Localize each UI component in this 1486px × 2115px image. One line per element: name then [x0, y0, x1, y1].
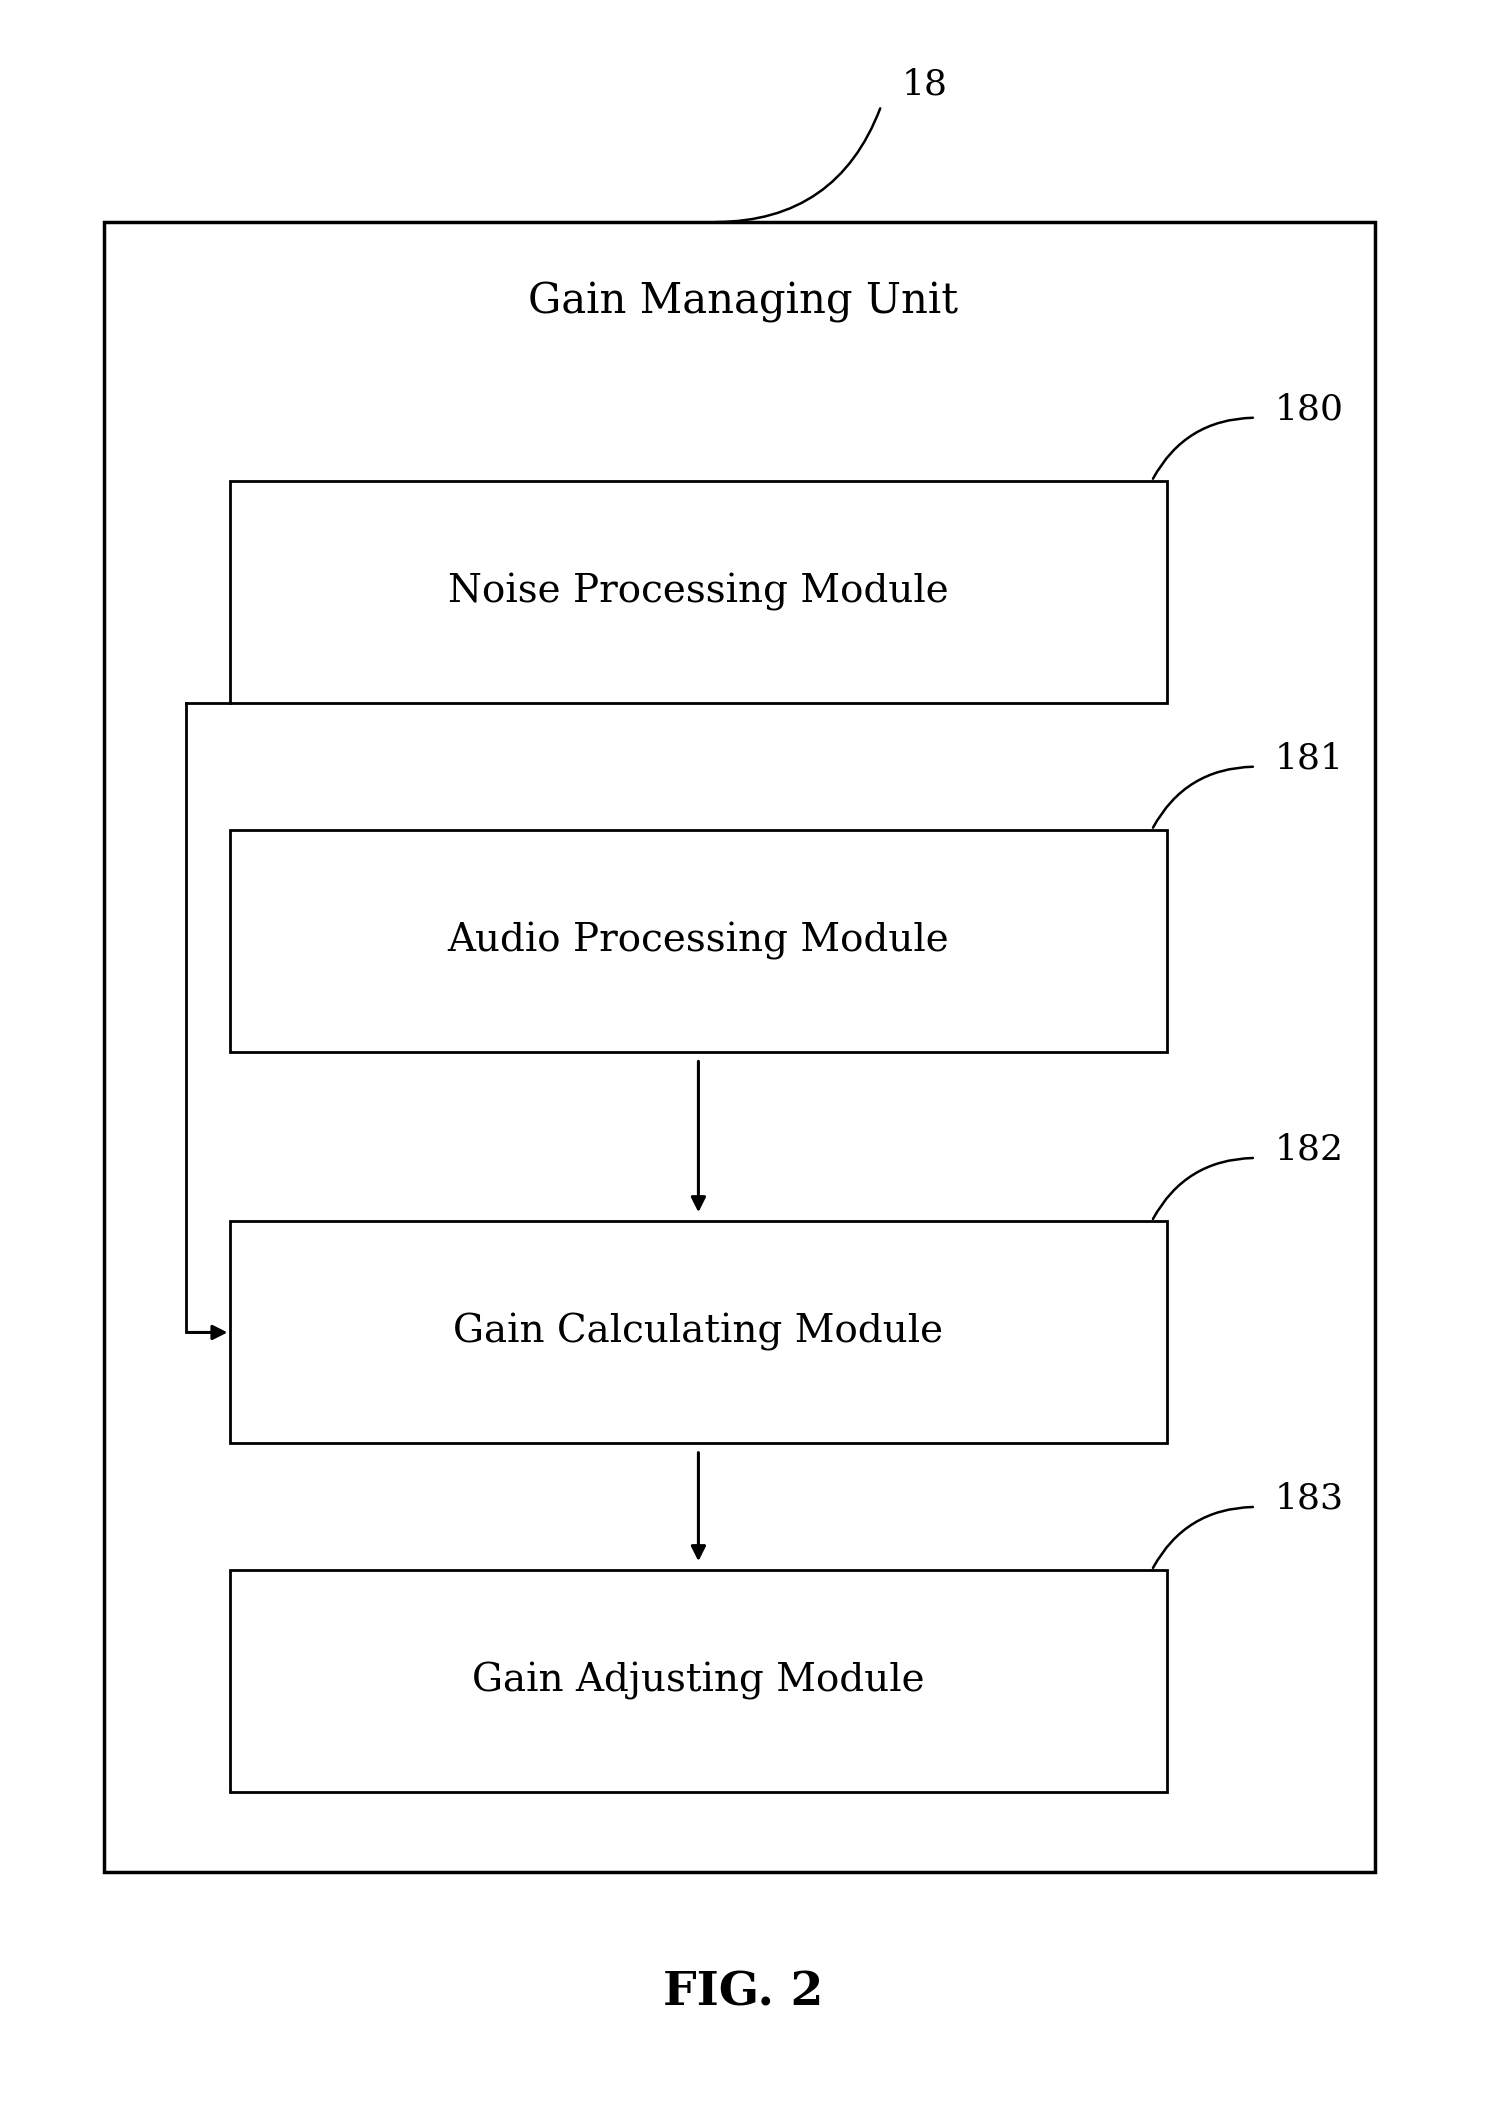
Text: Noise Processing Module: Noise Processing Module [449, 573, 948, 611]
Bar [230, 1222, 1167, 1442]
Text: Gain Adjusting Module: Gain Adjusting Module [473, 1662, 924, 1700]
Bar [104, 222, 1375, 1872]
Bar [230, 829, 1167, 1051]
Text: FIG. 2: FIG. 2 [663, 1969, 823, 2016]
Text: 18: 18 [902, 68, 948, 102]
Bar [230, 1569, 1167, 1794]
Text: 180: 180 [1275, 391, 1343, 427]
Text: 183: 183 [1275, 1480, 1345, 1516]
Text: Gain Managing Unit: Gain Managing Unit [528, 281, 958, 324]
Text: 181: 181 [1275, 740, 1343, 776]
Text: Gain Calculating Module: Gain Calculating Module [453, 1313, 944, 1351]
Text: Audio Processing Module: Audio Processing Module [447, 922, 950, 960]
Text: 182: 182 [1275, 1132, 1343, 1167]
Bar [230, 482, 1167, 702]
